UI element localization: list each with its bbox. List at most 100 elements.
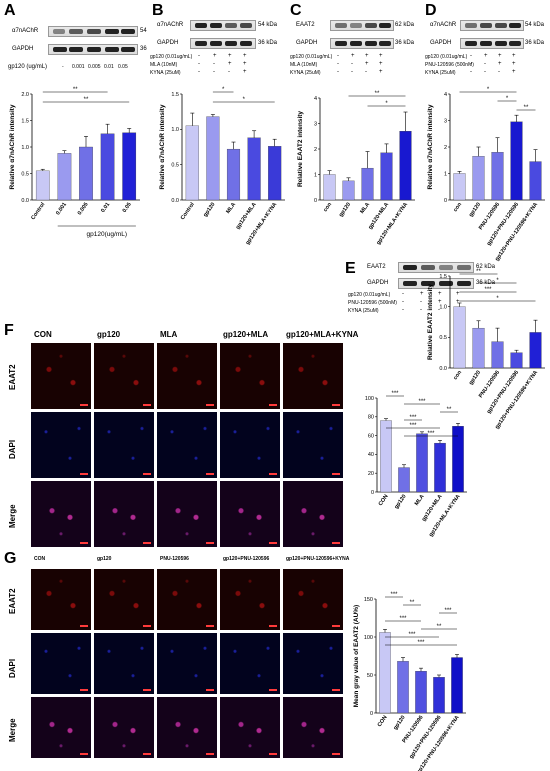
- bar: [35, 170, 50, 201]
- treatment-value: 0.01: [104, 64, 114, 70]
- scale-bar: [206, 689, 214, 691]
- micrograph-column-title: gp120+MLA+KYNA: [286, 330, 359, 339]
- condition-label: MLA (10nM): [150, 62, 178, 68]
- y-axis-label: Relative EAAT2 intensity: [427, 284, 434, 360]
- significance-label: **: [437, 624, 442, 630]
- condition-sign: +: [379, 61, 383, 67]
- scale-bar: [269, 625, 277, 627]
- blot-row-eaat2: [398, 262, 474, 273]
- micrograph-tile: [30, 632, 92, 695]
- micrograph-column-title: gp120+PNU-120596: [223, 556, 270, 562]
- blot-row-gapdh: [460, 38, 524, 49]
- condition-sign: -: [337, 69, 339, 75]
- condition-label: gp120 (0.01ug/mL): [348, 292, 391, 298]
- x-tick-label: gp120: [468, 370, 482, 386]
- condition-sign: +: [243, 69, 247, 75]
- micrograph-tile: [219, 411, 281, 479]
- scale-bar: [206, 625, 214, 627]
- y-tick-label: 2: [444, 145, 447, 151]
- micrograph-tile: [282, 480, 344, 548]
- micrograph-tile: [282, 342, 344, 410]
- bar: [491, 152, 504, 201]
- condition-sign: +: [498, 53, 502, 59]
- blot-kda: 36 kDa: [395, 40, 415, 46]
- scale-bar: [332, 753, 340, 755]
- scale-bar: [332, 625, 340, 627]
- blot-row-eaat2: [330, 20, 394, 31]
- treatment-value: 0.005: [88, 64, 101, 70]
- y-tick-label: 50: [367, 673, 373, 679]
- bar: [122, 132, 137, 201]
- scale-bar: [269, 753, 277, 755]
- scale-bar: [269, 542, 277, 544]
- bar: [226, 148, 241, 201]
- bar: [100, 133, 115, 201]
- bar-chart-b: 0.0 0.5 1.0 1.5 Relative α7nAChR intensity Co…: [159, 87, 285, 246]
- blot-label: GAPDH: [296, 40, 318, 46]
- scale-bar: [80, 625, 88, 627]
- bar-chart-g: 0 50 100 150 Mean gray value of EAAT2 (AU%) C…: [353, 592, 466, 771]
- condition-sign: +: [365, 61, 369, 67]
- condition-sign: -: [198, 53, 200, 59]
- condition-sign: +: [512, 53, 516, 59]
- blot-kda: 54 kDa: [525, 22, 545, 28]
- significance-label: ***: [399, 616, 407, 622]
- micrograph-row-label: Merge: [8, 717, 17, 742]
- micrograph-row-label: DAPI: [8, 439, 17, 459]
- scale-bar: [80, 542, 88, 544]
- bar: [433, 677, 445, 714]
- condition-sign: -: [498, 69, 500, 75]
- condition-sign: -: [402, 307, 404, 313]
- condition-sign: -: [438, 307, 440, 313]
- x-tick-label: Control: [30, 201, 46, 221]
- blot-label: α7nAChR: [12, 28, 39, 34]
- micrograph-column-title: PNU-120596: [160, 556, 189, 562]
- micrograph-tile: [219, 568, 281, 631]
- treatment-value: -: [62, 64, 64, 70]
- significance-label: **: [476, 269, 481, 275]
- blot-row-gapdh: [330, 38, 394, 49]
- condition-sign: -: [420, 299, 422, 305]
- y-tick-label: 1.0: [21, 145, 29, 151]
- micrograph-tile: [219, 696, 281, 759]
- condition-label: gp120 (0.01ug/mL): [150, 54, 193, 60]
- scale-bar: [80, 404, 88, 406]
- micrograph-tile: [156, 568, 218, 631]
- condition-sign: -: [365, 69, 367, 75]
- bar: [399, 131, 412, 201]
- condition-label: KYNA (25uM): [348, 308, 379, 314]
- x-tick-label: con: [453, 369, 464, 381]
- scale-bar: [143, 404, 151, 406]
- x-tick-label: gp120+PNU-120596: [409, 715, 443, 760]
- condition-sign: +: [213, 53, 217, 59]
- scale-bar: [80, 473, 88, 475]
- condition-label: gp120 (0.01ug/mL): [425, 54, 468, 60]
- micrograph-tile: [219, 342, 281, 410]
- condition-sign: -: [470, 53, 472, 59]
- condition-sign: +: [456, 299, 460, 305]
- micrograph-tile: [30, 568, 92, 631]
- bar: [57, 153, 72, 201]
- y-tick-label: 3: [314, 121, 317, 127]
- significance-label: ***: [484, 287, 492, 293]
- condition-sign: +: [365, 53, 369, 59]
- x-tick-label: CON: [377, 715, 389, 728]
- bar: [416, 433, 428, 493]
- blot-row-gapdh: [398, 278, 474, 289]
- significance-label: **: [84, 97, 89, 103]
- significance-label: **: [447, 407, 452, 413]
- bar: [472, 156, 485, 201]
- scale-bar: [80, 753, 88, 755]
- significance-label: ***: [427, 431, 435, 437]
- condition-sign: +: [512, 61, 516, 67]
- condition-sign: +: [243, 61, 247, 67]
- x-tick-label: gp120: [338, 202, 352, 218]
- micrograph-column-title: gp120+PNU-120596+KYNA: [286, 556, 350, 562]
- significance-label: ***: [444, 608, 452, 614]
- y-tick-label: 20: [368, 471, 374, 477]
- significance-label: **: [524, 105, 529, 111]
- y-tick-label: 40: [368, 452, 374, 458]
- micrograph-tile: [282, 696, 344, 759]
- y-tick-label: 1.5: [171, 92, 179, 98]
